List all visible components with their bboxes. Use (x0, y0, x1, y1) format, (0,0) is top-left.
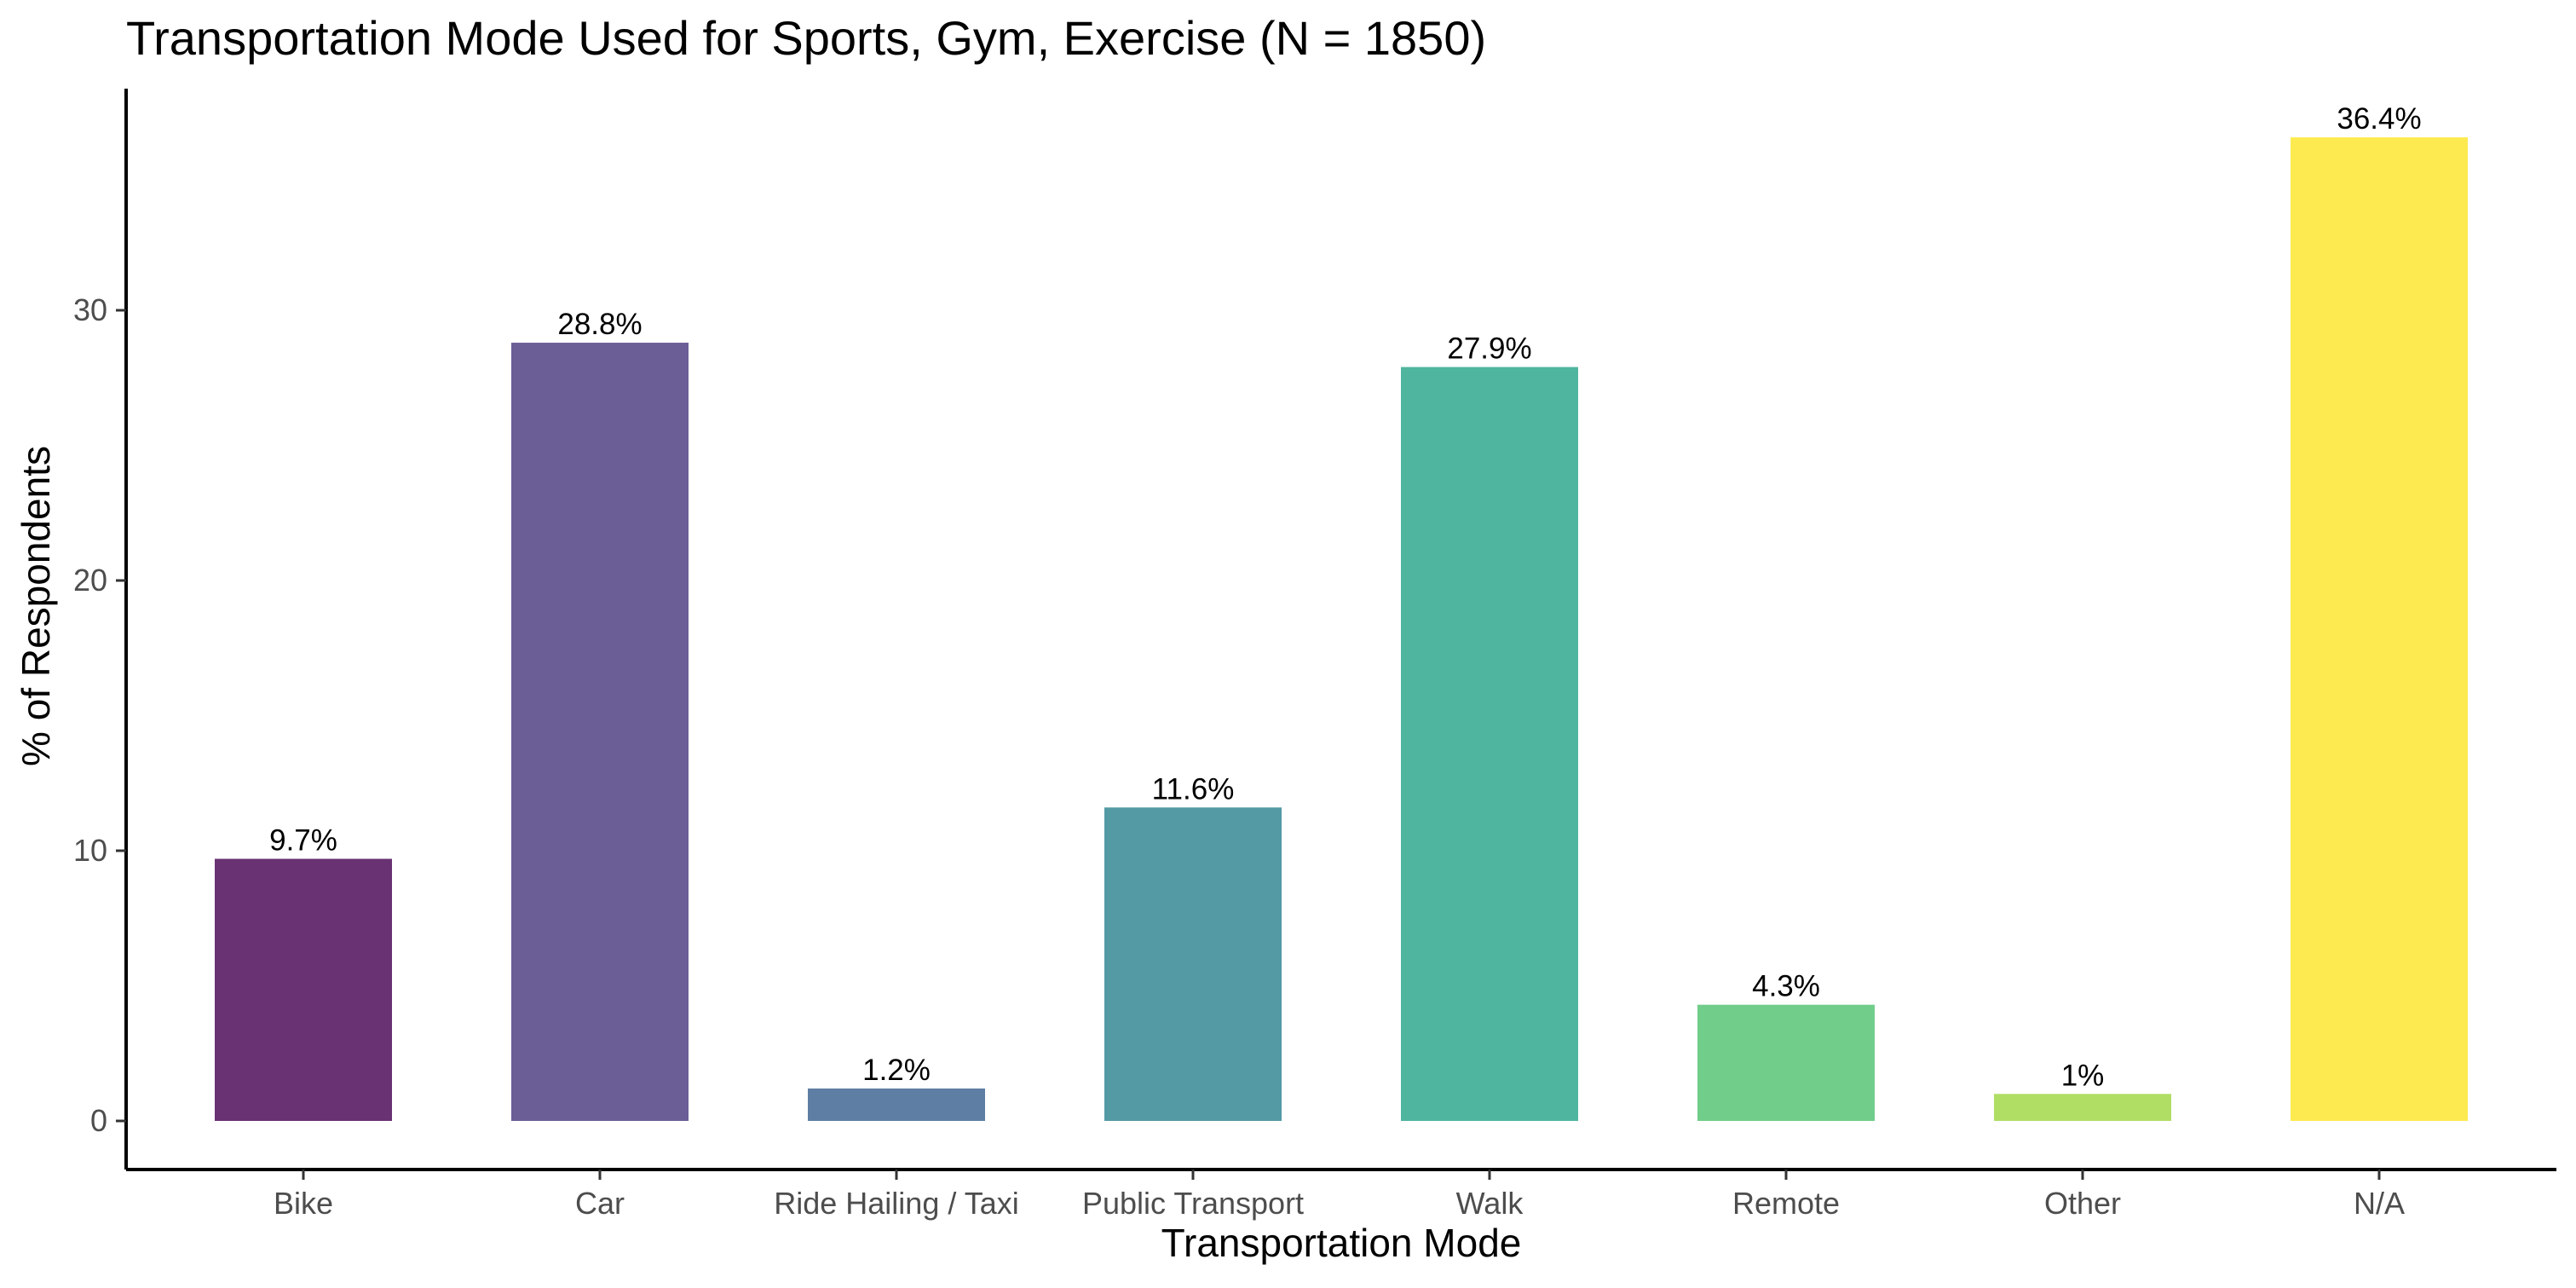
bars-layer (215, 137, 2468, 1121)
x-tick-label-other: Other (2044, 1186, 2121, 1221)
y-tick-label-0: 0 (90, 1103, 107, 1138)
y-tick-label-10: 10 (73, 833, 107, 868)
x-tick-label-car: Car (575, 1186, 625, 1221)
x-tick-label-public-transport: Public Transport (1082, 1186, 1304, 1221)
data-label-walk: 27.9% (1447, 332, 1531, 366)
data-label-remote: 4.3% (1752, 970, 1820, 1003)
chart-title: Transportation Mode Used for Sports, Gym… (126, 11, 1486, 65)
x-tick-label-n-a: N/A (2354, 1186, 2405, 1221)
data-label-n-a: 36.4% (2337, 102, 2421, 136)
y-tick-label-30: 30 (73, 292, 107, 327)
data-label-other: 1% (2061, 1059, 2105, 1092)
bar-other (1994, 1094, 2171, 1121)
data-label-car: 28.8% (557, 308, 642, 341)
y-axis-title: % of Respondents (14, 446, 58, 766)
data-label-ride-hailing-taxi: 1.2% (862, 1054, 931, 1087)
bar-remote (1697, 1004, 1875, 1121)
data-labels-layer: 9.7% 28.8% 1.2% 11.6% 27.9% 4.3% 1% 36.4% (269, 102, 2422, 1092)
x-tick-label-remote: Remote (1732, 1186, 1840, 1221)
bar-n-a (2291, 137, 2468, 1121)
data-label-bike: 9.7% (269, 824, 337, 858)
bar-walk (1401, 367, 1578, 1121)
x-tick-label-walk: Walk (1456, 1186, 1524, 1221)
bar-bike (215, 858, 392, 1121)
x-axis-title: Transportation Mode (1161, 1221, 1522, 1265)
y-axis: 0 10 20 30 (73, 89, 128, 1170)
x-axis: Bike Car Ride Hailing / Taxi Public Transpo… (126, 1168, 2556, 1221)
y-tick-label-20: 20 (73, 563, 107, 598)
bar-ride-hailing-taxi (808, 1088, 985, 1121)
bar-car (511, 343, 689, 1121)
x-tick-label-ride-hailing-taxi: Ride Hailing / Taxi (774, 1186, 1018, 1221)
x-tick-label-bike: Bike (274, 1186, 333, 1221)
data-label-public-transport: 11.6% (1152, 772, 1235, 806)
bar-public-transport (1104, 807, 1282, 1121)
